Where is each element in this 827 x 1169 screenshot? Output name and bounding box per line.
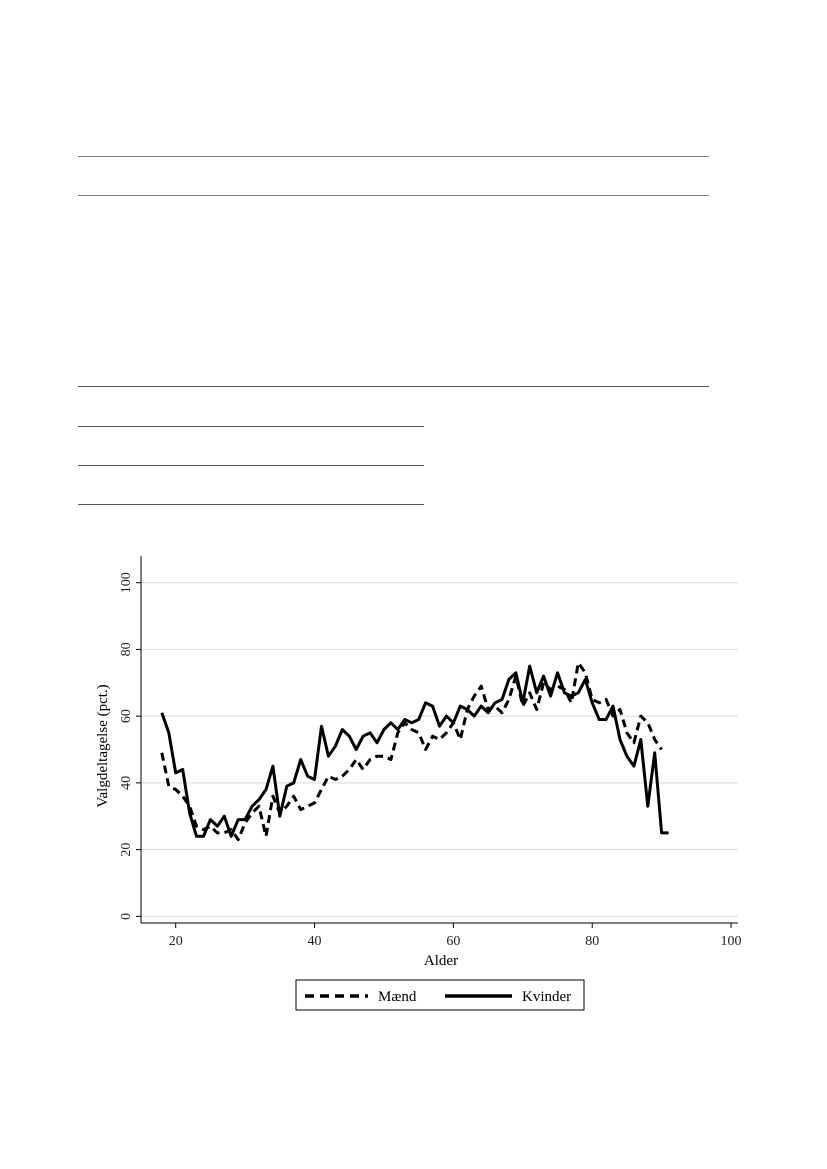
series-lines (160, 661, 669, 842)
gridlines (141, 582, 738, 917)
legend-label-maend: Mænd (378, 989, 417, 1005)
divider-line (78, 195, 709, 196)
x-tick-label: 80 (585, 934, 599, 949)
line-chart: 0 20 40 60 80 100 20 40 60 80 100 Alder Valgdeltag… (95, 556, 742, 1011)
divider-line (78, 465, 424, 466)
divider-line (78, 504, 424, 505)
y-tick-label: 80 (119, 642, 134, 656)
y-tick-label: 100 (119, 572, 134, 593)
x-axis-title: Alder (424, 953, 458, 969)
x-tick-label: 20 (169, 934, 183, 949)
x-tick-label: 60 (446, 934, 460, 949)
x-tick-label: 40 (308, 934, 322, 949)
series-line-maend (160, 661, 663, 842)
y-tick-label: 40 (119, 776, 134, 790)
series-line-kvinder (160, 664, 669, 838)
x-tick-label: 100 (721, 934, 742, 949)
y-tick-label: 20 (119, 843, 134, 857)
divider-line (78, 386, 709, 387)
divider-line (78, 426, 424, 427)
tick-labels: 0 20 40 60 80 100 20 40 60 80 100 (119, 572, 742, 949)
legend: Mænd Kvinder (295, 979, 585, 1011)
legend-label-kvinder: Kvinder (522, 989, 571, 1005)
y-axis-title: Valgdeltagelse (pct.) (95, 684, 111, 807)
axes (136, 556, 738, 928)
y-tick-label: 0 (119, 913, 134, 920)
divider-line (78, 156, 709, 157)
y-tick-label: 60 (119, 709, 134, 723)
